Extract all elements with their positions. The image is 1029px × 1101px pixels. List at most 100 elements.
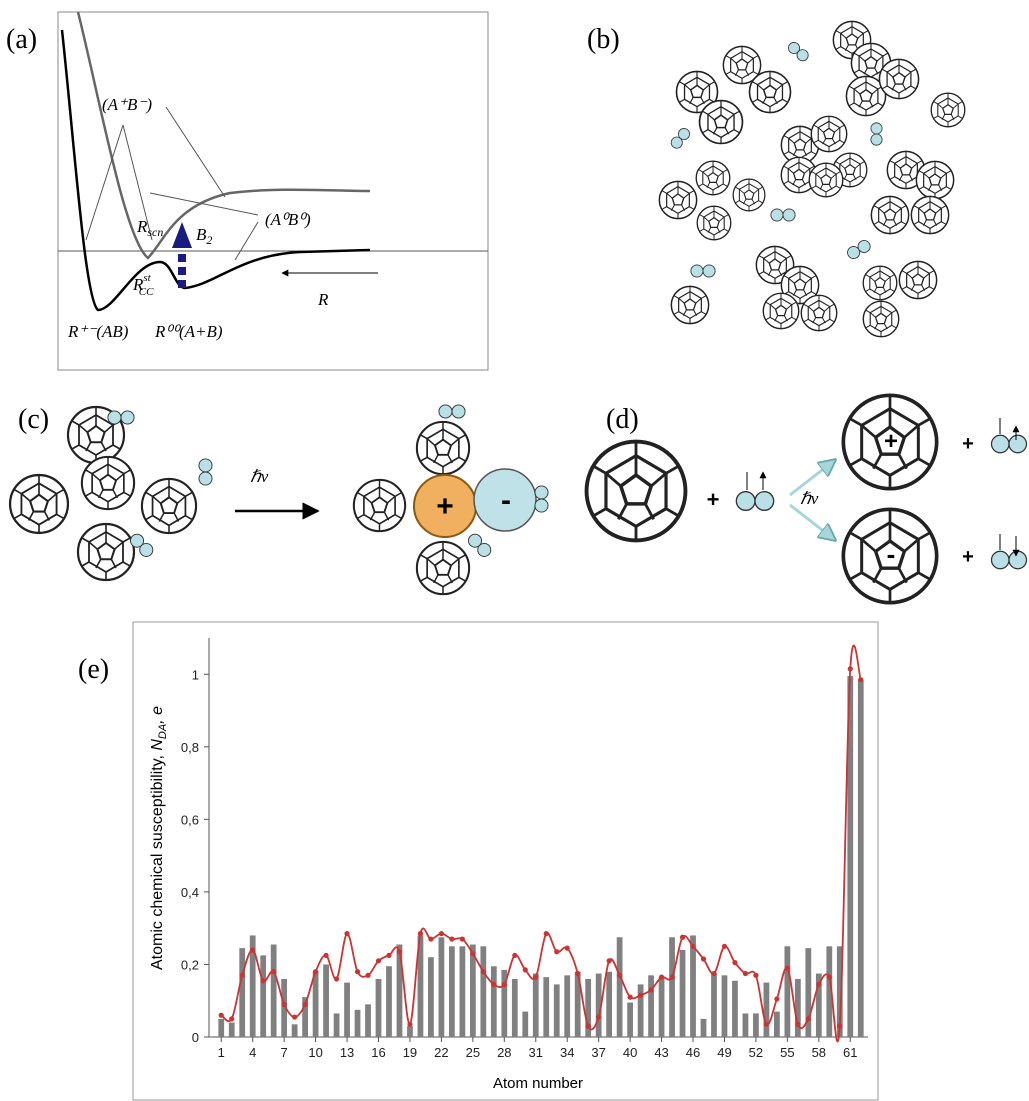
point <box>679 934 686 940</box>
point <box>658 974 665 980</box>
point <box>522 967 528 973</box>
label-text: Atomic chemical susceptibility, <box>149 751 166 970</box>
bar <box>281 978 288 1037</box>
bar <box>375 978 382 1037</box>
fullerene <box>140 477 198 535</box>
bar <box>543 977 550 1037</box>
fullerene <box>352 478 407 533</box>
point <box>449 936 455 942</box>
bar <box>742 1013 749 1037</box>
point <box>260 978 266 984</box>
barrier-triangle <box>172 222 192 248</box>
point <box>554 949 560 955</box>
dimer <box>668 125 693 151</box>
point <box>407 1021 413 1027</box>
panel-label: (c) <box>18 404 49 435</box>
symbol: R <box>136 217 148 236</box>
panel-label: (b) <box>587 24 620 55</box>
point <box>281 1001 287 1007</box>
point <box>438 931 445 937</box>
bar <box>648 975 654 1037</box>
bar <box>784 946 791 1037</box>
x-tick-label: 49 <box>717 1045 731 1060</box>
chart-frame <box>132 621 879 1101</box>
bar <box>354 1009 361 1037</box>
neutral-pair: (A⁰B⁰) <box>265 210 311 229</box>
bar <box>469 944 476 1037</box>
fullerene <box>695 160 731 196</box>
bar <box>826 946 833 1037</box>
dimer <box>870 122 883 146</box>
fullerene <box>810 115 848 153</box>
dimer <box>990 550 1028 570</box>
point <box>700 956 707 962</box>
x-tick-label: 7 <box>281 1045 288 1060</box>
bar <box>669 937 675 1037</box>
point <box>596 1014 602 1020</box>
b2: B2 <box>196 225 212 247</box>
bar <box>333 1013 340 1037</box>
bar <box>606 971 613 1037</box>
point <box>564 945 570 951</box>
point <box>292 1014 298 1020</box>
dimer <box>785 39 811 64</box>
bar <box>574 971 581 1037</box>
point <box>354 969 361 975</box>
x-tick-label: 10 <box>308 1045 322 1060</box>
point <box>375 958 382 964</box>
spin-arrows <box>999 534 1016 556</box>
panel-b: (b) <box>587 20 966 338</box>
y-axis-label: Atomic chemical susceptibility, NDA, e <box>149 706 169 970</box>
point <box>386 952 392 958</box>
bar <box>511 978 518 1037</box>
bar <box>679 949 686 1037</box>
dimer <box>690 264 716 278</box>
panel-frame <box>57 11 489 371</box>
point <box>543 931 549 937</box>
branch-arrow <box>789 503 835 540</box>
x-tick-label: 16 <box>371 1045 385 1060</box>
point <box>784 965 790 971</box>
point <box>533 974 539 980</box>
point <box>753 972 759 978</box>
fullerene <box>584 439 688 543</box>
bar <box>249 935 256 1037</box>
y-tick-label: 1 <box>192 667 199 682</box>
point <box>637 992 644 998</box>
dimer <box>198 458 213 486</box>
point <box>459 936 465 942</box>
point <box>805 1016 811 1022</box>
y-tick-label: 0,4 <box>181 885 199 900</box>
bar <box>564 975 571 1037</box>
bar <box>386 966 392 1037</box>
r-a-b: R⁰⁰(A+B) <box>154 322 223 341</box>
symbol: R <box>132 275 144 294</box>
point <box>847 666 853 672</box>
photon: ℏν <box>250 467 269 486</box>
bar <box>228 1022 235 1037</box>
bar <box>836 946 843 1037</box>
fullerene <box>415 420 471 476</box>
bar <box>407 1026 413 1037</box>
bar <box>774 1011 780 1037</box>
point <box>774 996 780 1002</box>
bar <box>690 935 696 1037</box>
symbol: B <box>196 225 207 244</box>
bar <box>312 971 319 1037</box>
x-tick-label: 55 <box>780 1045 794 1060</box>
fullerene <box>862 265 898 301</box>
x-tick-label: 1 <box>218 1045 225 1060</box>
y-tick-label: 0,6 <box>181 812 199 827</box>
bar <box>449 946 455 1037</box>
dimer <box>438 404 466 419</box>
x-tick-label: 58 <box>812 1045 826 1060</box>
fullerene <box>415 540 471 596</box>
fullerene <box>862 300 900 338</box>
plus-sign: + <box>962 546 974 568</box>
x-axis-label: Atom number <box>493 1075 583 1092</box>
point <box>239 972 245 978</box>
x-tick-label: 4 <box>249 1045 256 1060</box>
point <box>229 1016 235 1022</box>
